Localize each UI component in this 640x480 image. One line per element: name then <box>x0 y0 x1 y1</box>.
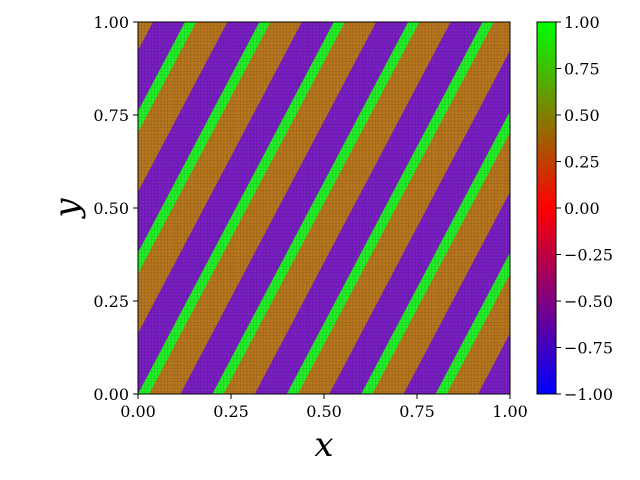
colorbar-tick-label: 1.00 <box>564 13 600 32</box>
heatmap-stripe-13 <box>138 22 271 274</box>
heatmap-stripe-6 <box>0 0 75 468</box>
heatmap-stripe-11 <box>138 22 197 133</box>
mesh-texture <box>138 22 510 394</box>
y-tick-label: 0.75 <box>93 106 129 125</box>
heatmap-stripe-19 <box>286 22 494 394</box>
heatmap-stripe-24 <box>478 333 510 394</box>
heatmap-stripe-22 <box>403 191 510 394</box>
y-tick-label: 0.00 <box>93 385 129 404</box>
colorbar-tick-label: 0.50 <box>564 106 600 125</box>
colorbar: 1.00 0.75 0.50 0.25 0.00 −0.25 −0.50 −0.75 −1.00 <box>536 13 613 404</box>
x-tick-label: 0.50 <box>306 402 342 421</box>
y-tick-label: 0.25 <box>93 292 129 311</box>
colorbar-tick-label: 0.25 <box>564 153 600 172</box>
heatmap-stripe-7 <box>0 0 87 468</box>
heatmap-stripe-29 <box>620 0 640 468</box>
colorbar-gradient <box>536 21 557 395</box>
x-tick-label: 0.75 <box>399 402 435 421</box>
heatmap-stripe-4 <box>0 0 1 468</box>
colorbar-tick-label: 0.00 <box>564 199 600 218</box>
heatmap-stripe-16 <box>180 22 409 394</box>
heatmap-stripe-18 <box>254 22 483 394</box>
y-tick-label: 1.00 <box>93 13 129 32</box>
heatmap-stripe-5 <box>0 0 12 468</box>
plot-area <box>0 0 640 468</box>
y-axis-label: y <box>47 198 87 220</box>
x-tick-label: 0.00 <box>120 402 156 421</box>
x-tick-label: 0.25 <box>213 402 249 421</box>
colorbar-tick-label: −0.25 <box>564 246 613 265</box>
heatmap-stripe-21 <box>361 111 510 394</box>
heatmap-stripe-23 <box>435 252 510 394</box>
colorbar-tick-label: −1.00 <box>564 385 613 404</box>
y-tick-label: 0.50 <box>93 199 129 218</box>
y-axis: 0.00 0.25 0.50 0.75 1.00 <box>93 13 138 404</box>
colorbar-tick-label: −0.50 <box>564 292 613 311</box>
heatmap-stripe-20 <box>329 50 510 394</box>
x-axis: 0.00 0.25 0.50 0.75 1.00 <box>120 394 528 421</box>
x-tick-label: 1.00 <box>492 402 528 421</box>
heatmap-field <box>0 0 640 468</box>
colorbar-tick-label: 0.75 <box>564 60 600 79</box>
heatmap-stripe-12 <box>138 22 260 253</box>
colorbar-tick-label: −0.75 <box>564 339 613 358</box>
heatmap-stripe-9 <box>0 0 161 468</box>
heatmap-stripe-15 <box>138 22 345 394</box>
x-axis-label: x <box>314 425 333 465</box>
heatmap-stripe-17 <box>212 22 420 394</box>
